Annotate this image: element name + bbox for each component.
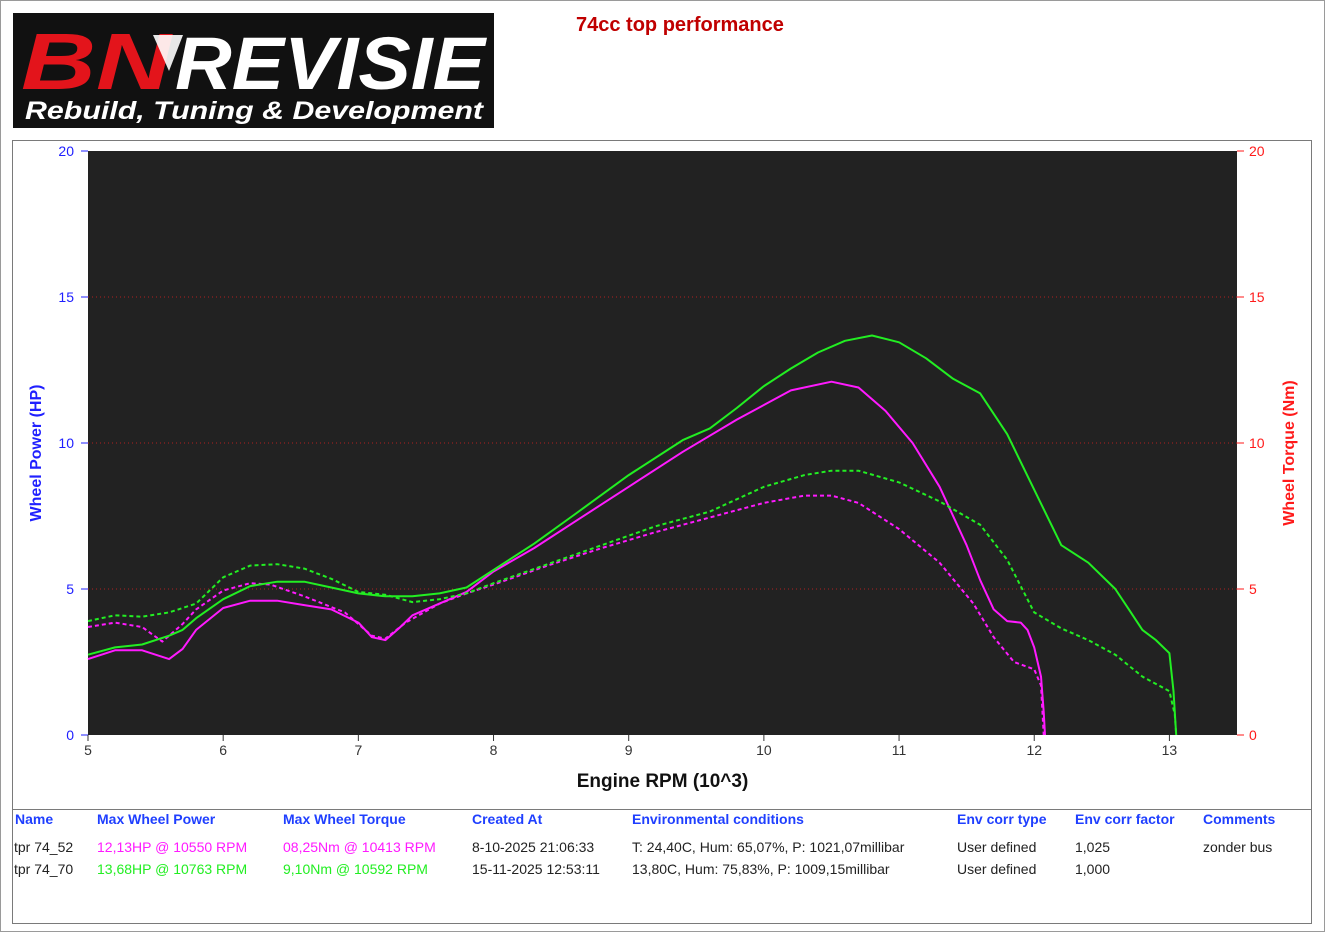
col-header-name: Name xyxy=(15,811,54,827)
x-tick-label: 8 xyxy=(490,742,498,758)
plot-area xyxy=(88,151,1237,735)
chart-panel: 0 5 10 15 20 0 5 10 15 20 5 6 7 8 9 10 11 12 13 Engine RPM … xyxy=(12,140,1312,924)
y-axis-label-left: Wheel Power (HP) xyxy=(28,385,45,522)
col-header-created: Created At xyxy=(472,811,543,827)
y-tick-label-right: 10 xyxy=(1249,435,1265,451)
y-tick-label-left: 10 xyxy=(58,435,74,451)
y-tick-label-right: 0 xyxy=(1249,727,1257,743)
col-header-max-power: Max Wheel Power xyxy=(97,811,216,827)
cell-corr-factor: 1,000 xyxy=(1075,861,1111,877)
y-tick-label-right: 15 xyxy=(1249,289,1265,305)
x-tick-label: 13 xyxy=(1162,742,1178,758)
cell-created: 15-11-2025 12:53:11 xyxy=(472,861,600,877)
logo-tagline: Rebuild, Tuning & Development xyxy=(25,97,485,125)
cell-name: tpr 74_70 xyxy=(14,861,74,877)
y-tick-label-left: 5 xyxy=(66,581,74,597)
cell-created: 8-10-2025 21:06:33 xyxy=(472,839,595,855)
col-header-corr-type: Env corr type xyxy=(957,811,1047,827)
x-tick-label: 11 xyxy=(892,742,907,758)
x-tick-label: 5 xyxy=(84,742,92,758)
x-axis-label: Engine RPM (10^3) xyxy=(577,771,749,792)
cell-name: tpr 74_52 xyxy=(14,839,74,855)
series-line-tpr-74_70-torque xyxy=(87,469,1178,736)
bnrevisie-logo: BN REVISIE Rebuild, Tuning & Development xyxy=(13,13,494,128)
x-tick-label: 7 xyxy=(354,742,362,758)
cell-max-power: 13,68HP @ 10763 RPM xyxy=(97,861,248,877)
cell-corr-type: User defined xyxy=(957,839,1037,855)
cell-max-power: 12,13HP @ 10550 RPM xyxy=(97,839,248,855)
x-tick-label: 9 xyxy=(625,742,633,758)
series-line-tpr-74_52-torque xyxy=(87,494,1045,736)
cell-corr-type: User defined xyxy=(957,861,1037,877)
y-tick-label-left: 0 xyxy=(66,727,74,743)
x-tick-label: 12 xyxy=(1026,742,1042,758)
logo-revisie-text: REVISIE xyxy=(175,22,488,105)
cell-corr-factor: 1,025 xyxy=(1075,839,1111,855)
x-tick-label: 10 xyxy=(756,742,772,758)
series-line-tpr-74_52-power xyxy=(87,380,1046,736)
y-tick-label-left: 20 xyxy=(58,143,74,159)
col-header-comments: Comments xyxy=(1203,811,1276,827)
col-header-env: Environmental conditions xyxy=(632,811,804,827)
col-header-corr-factor: Env corr factor xyxy=(1075,811,1175,827)
cell-max-torque: 9,10Nm @ 10592 RPM xyxy=(283,861,428,877)
cell-comments: zonder bus xyxy=(1203,839,1273,855)
series-line-tpr-74_70-power xyxy=(87,334,1178,736)
y-tick-label-right: 20 xyxy=(1249,143,1265,159)
cell-max-torque: 08,25Nm @ 10413 RPM xyxy=(283,839,436,855)
cell-env: 13,80C, Hum: 75,83%, P: 1009,15millibar xyxy=(632,861,890,877)
y-tick-label-left: 15 xyxy=(58,289,74,305)
y-axis-label-right: Wheel Torque (Nm) xyxy=(1281,380,1298,525)
page-title: 74cc top performance xyxy=(576,14,784,36)
table-divider xyxy=(12,809,1312,810)
cell-env: T: 24,40C, Hum: 65,07%, P: 1021,07millib… xyxy=(632,839,905,855)
logo-bn-text: BN xyxy=(21,17,174,106)
col-header-max-torque: Max Wheel Torque xyxy=(283,811,406,827)
x-tick-label: 6 xyxy=(219,742,227,758)
y-tick-label-right: 5 xyxy=(1249,581,1257,597)
